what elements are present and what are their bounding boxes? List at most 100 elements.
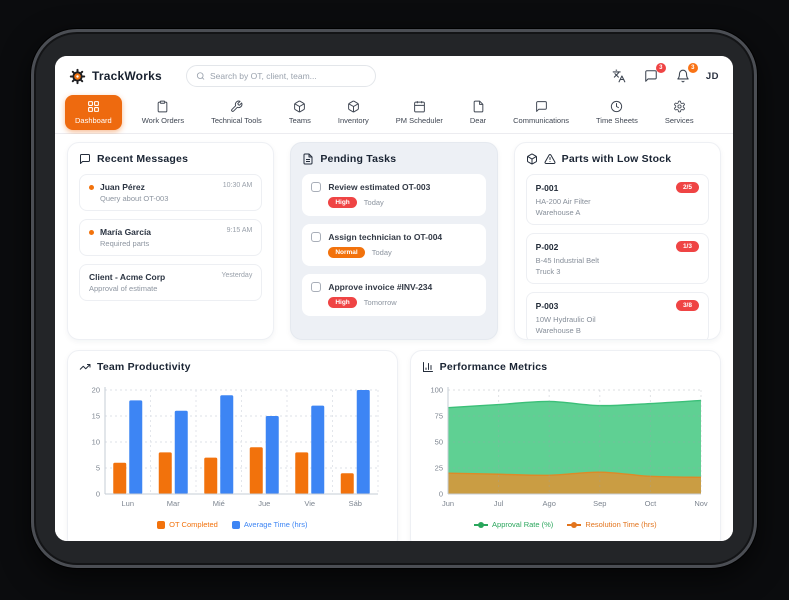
message-item[interactable]: María García Required parts 9:15 AM [79,219,263,256]
user-avatar[interactable]: JD [705,70,719,82]
task-priority-badge: High [328,297,357,308]
team-productivity-title: Team Productivity [97,361,191,373]
task-item[interactable]: Assign technician to OT-004 Normal Today [302,224,486,266]
search-input[interactable] [210,71,366,81]
chat-icon [645,70,657,82]
svg-text:Oct: Oct [644,499,657,508]
svg-text:Sáb: Sáb [349,499,362,508]
message-time: 10:30 AM [222,182,253,189]
svg-text:Nov: Nov [694,499,708,508]
app-logo: TrackWorks [69,68,162,85]
part-item[interactable]: P-003 3/8 10W Hydraulic Oil Warehouse B [525,292,709,339]
language-button[interactable] [610,67,628,85]
stock-badge: 2/5 [675,182,699,193]
bell-icon [677,69,689,83]
svg-text:Ago: Ago [542,499,555,508]
svg-text:20: 20 [92,386,100,395]
calendar-icon [413,101,425,113]
svg-text:0: 0 [96,490,100,499]
recent-messages-title: Recent Messages [97,153,189,165]
low-stock-card: Parts with Low Stock P-001 2/5 HA-200 Ai… [513,142,721,340]
tasks-card-icon [303,153,313,165]
svg-text:Mar: Mar [167,499,180,508]
team-productivity-chart: 0 5 10 15 20 Lun Mar Mié Jue Vie Sáb [79,382,386,518]
top-bar: TrackWorks [55,56,733,96]
nav-tab-technical-tools[interactable]: Technical Tools [204,96,269,129]
svg-text:15: 15 [92,412,100,421]
svg-text:Vie: Vie [304,499,315,508]
svg-text:75: 75 [434,412,442,421]
search-icon [196,72,205,80]
clock-icon [611,100,623,113]
bar-chart-icon [422,362,433,372]
legend-item[interactable]: Average Time (hrs) [231,520,307,529]
svg-text:Sep: Sep [593,499,606,508]
performance-metrics-title: Performance Metrics [439,361,548,373]
svg-text:5: 5 [96,464,100,473]
inventory-package-icon [347,100,359,113]
task-due: Today [371,248,392,257]
gear-logo-icon [69,68,86,84]
task-checkbox[interactable] [311,232,322,242]
team-productivity-legend: OT Completed Average Time (hrs) [79,520,386,529]
part-item[interactable]: P-002 1/3 B-45 Industrial Belt Truck 3 [525,233,709,284]
file-icon [473,100,483,113]
task-priority-badge: Normal [328,247,365,258]
pending-tasks-title: Pending Tasks [320,153,397,165]
svg-text:Jue: Jue [258,499,270,508]
legend-item[interactable]: Resolution Time (hrs) [567,520,657,529]
nav-tab-inventory[interactable]: Inventory [331,96,376,129]
app-name: TrackWorks [92,69,162,83]
svg-text:100: 100 [430,386,443,395]
message-item[interactable]: Juan Pérez Query about OT-003 10:30 AM [79,174,263,211]
app-window: TrackWorks [55,56,733,541]
nav-tab-communications[interactable]: Communications [506,96,576,129]
clipboard-icon [158,100,168,113]
svg-text:10: 10 [92,438,100,447]
task-priority-badge: High [328,197,357,208]
task-due: Today [363,198,384,207]
task-item[interactable]: Approve invoice #INV-234 High Tomorrow [302,274,486,316]
svg-text:50: 50 [434,438,442,447]
message-time: Yesterday [221,272,253,279]
dashboard-icon [87,101,99,112]
task-checkbox[interactable] [311,282,322,292]
stock-badge: 1/3 [675,241,699,252]
chat-bubble-icon [535,101,547,112]
nav-tab-teams[interactable]: Teams [282,96,318,129]
svg-text:25: 25 [434,464,442,473]
package-icon [526,153,537,165]
recent-messages-card: Recent Messages Juan Pérez Query about O… [67,142,275,340]
nav-tab-time-sheets[interactable]: Time Sheets [589,96,645,129]
svg-text:Jul: Jul [493,499,503,508]
wrench-icon [231,100,243,112]
legend-item[interactable]: Approval Rate (%) [474,520,553,529]
task-item[interactable]: Review estimated OT-003 High Today [302,174,486,216]
svg-text:Mié: Mié [213,499,225,508]
task-due: Tomorrow [363,298,397,307]
tablet-frame: TrackWorks [31,29,757,568]
trend-up-icon [79,364,91,370]
services-gear-icon [673,100,685,113]
team-productivity-card: Team Productivity 0 5 10 15 20 Lun Mar Mié Jue Vi… [67,350,398,541]
warning-icon [544,154,556,165]
message-item[interactable]: Client - Acme Corp Approval of estimate … [79,264,263,301]
pending-tasks-card: Pending Tasks Review estimated OT-003 Hi… [290,142,498,340]
nav-tab-services[interactable]: Services [658,96,701,129]
nav-tab-dashboard[interactable]: Dashboard [65,95,122,130]
legend-item[interactable]: OT Completed [157,520,218,529]
notifications-badge: 3 [687,63,698,73]
notifications-button[interactable]: 3 [674,63,698,85]
messages-button[interactable]: 3 [642,63,666,85]
svg-text:Lun: Lun [121,499,134,508]
stock-badge: 3/8 [675,300,699,311]
dashboard-content: Recent Messages Juan Pérez Query about O… [55,134,733,541]
unread-dot [89,185,94,190]
low-stock-title: Parts with Low Stock [561,153,672,165]
performance-metrics-chart: 0 25 50 75 100 Jun Jul Ago Sep Oct Nov [422,382,709,518]
nav-tab-pm-scheduler[interactable]: PM Scheduler [389,96,450,129]
nav-tab-dear[interactable]: Dear [463,96,493,129]
nav-tab-work-orders[interactable]: Work Orders [135,96,191,129]
part-item[interactable]: P-001 2/5 HA-200 Air Filter Warehouse A [525,174,709,225]
task-checkbox[interactable] [311,182,322,192]
